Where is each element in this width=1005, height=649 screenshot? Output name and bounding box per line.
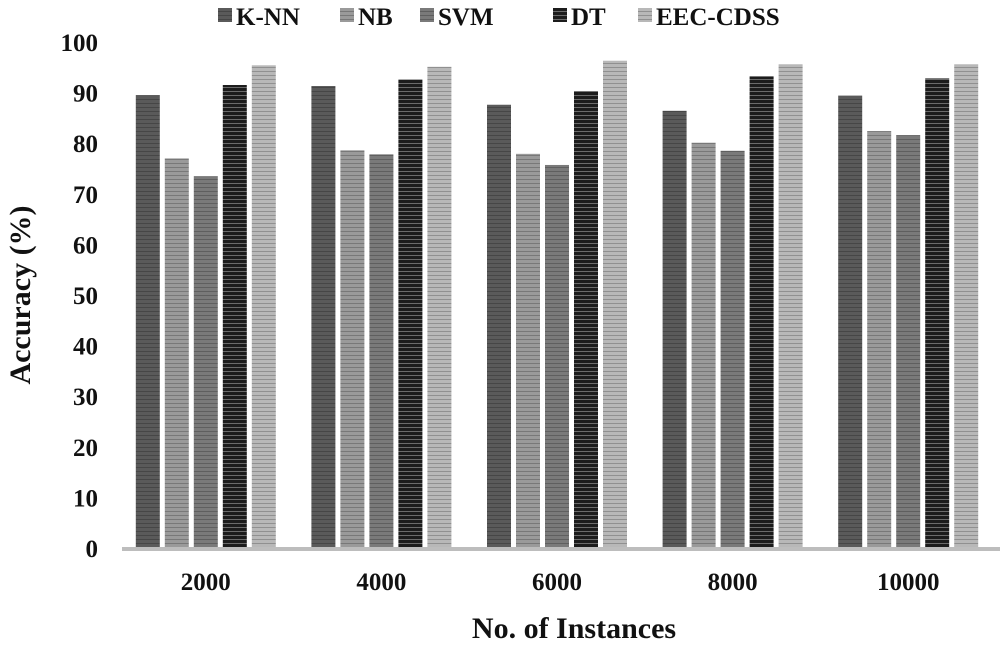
legend-item: SVM bbox=[420, 4, 494, 31]
bar bbox=[135, 95, 160, 548]
x-tick-label: 2000 bbox=[181, 569, 231, 596]
legend: K-NN NB SVM DT EEC-CDSS bbox=[218, 4, 780, 31]
x-axis-title: No. of Instances bbox=[472, 612, 676, 645]
legend-item: EEC-CDSS bbox=[638, 4, 780, 31]
bars bbox=[135, 60, 979, 549]
y-tick-label: 40 bbox=[73, 334, 98, 361]
bar bbox=[603, 60, 627, 549]
y-tick-label: 90 bbox=[73, 81, 98, 108]
x-tick-label: 4000 bbox=[356, 569, 406, 596]
legend-item: K-NN bbox=[218, 4, 300, 31]
legend-swatch bbox=[420, 8, 434, 22]
bar bbox=[427, 66, 452, 548]
y-tick-label: 70 bbox=[73, 182, 98, 209]
y-tick-label: 80 bbox=[73, 131, 98, 158]
bar bbox=[251, 65, 276, 548]
legend-item: NB bbox=[340, 4, 393, 31]
y-tick-label: 10 bbox=[73, 485, 98, 512]
y-tick-label: 50 bbox=[73, 283, 98, 310]
bar bbox=[222, 85, 247, 548]
legend-label: DT bbox=[571, 4, 606, 31]
bar bbox=[954, 64, 979, 548]
bar bbox=[545, 164, 569, 548]
bar bbox=[720, 150, 745, 549]
bar bbox=[487, 104, 511, 548]
legend-label: K-NN bbox=[236, 4, 300, 31]
y-tick-label: 100 bbox=[61, 30, 99, 57]
y-tick-label: 20 bbox=[73, 435, 98, 462]
legend-item: DT bbox=[553, 4, 606, 31]
legend-label: SVM bbox=[438, 4, 494, 31]
legend-swatch bbox=[553, 8, 567, 22]
bar bbox=[749, 76, 774, 549]
x-axis-ticks: 2000 4000 6000 8000 10000 bbox=[181, 569, 940, 596]
legend-label: EEC-CDSS bbox=[656, 4, 780, 31]
bar bbox=[838, 95, 863, 549]
legend-swatch bbox=[218, 8, 232, 22]
bar bbox=[369, 154, 394, 548]
bar bbox=[311, 86, 336, 548]
bar bbox=[662, 110, 687, 548]
x-tick-label: 8000 bbox=[708, 569, 758, 596]
x-tick-label: 10000 bbox=[877, 569, 940, 596]
y-axis-ticks: 0 10 20 30 40 50 60 70 80 90 100 bbox=[61, 30, 99, 563]
bar bbox=[867, 131, 892, 548]
bar bbox=[398, 79, 423, 548]
bar bbox=[691, 142, 716, 548]
bar bbox=[516, 153, 540, 549]
x-tick-label: 6000 bbox=[532, 569, 582, 596]
bar bbox=[925, 78, 950, 548]
bar bbox=[164, 158, 189, 548]
y-tick-label: 0 bbox=[86, 536, 99, 563]
y-tick-label: 60 bbox=[73, 232, 98, 259]
legend-label: NB bbox=[358, 4, 393, 31]
bar bbox=[574, 91, 598, 548]
legend-swatch bbox=[340, 8, 354, 22]
legend-swatch bbox=[638, 8, 652, 22]
y-axis-title: Accuracy (%) bbox=[4, 205, 37, 384]
bar bbox=[896, 135, 921, 548]
bar bbox=[778, 64, 803, 548]
y-tick-label: 30 bbox=[73, 384, 98, 411]
bar bbox=[340, 150, 365, 548]
bar bbox=[193, 176, 218, 548]
